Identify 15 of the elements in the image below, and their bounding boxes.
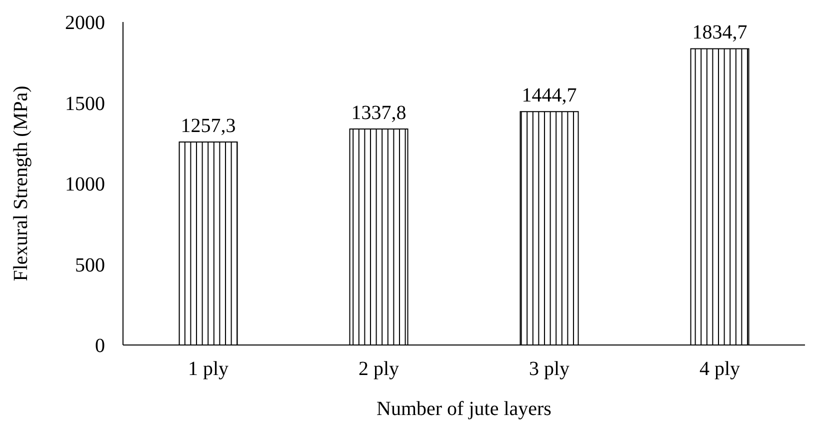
data-label: 1834,7 <box>692 22 748 44</box>
x-tick-label: 1 ply <box>188 358 229 380</box>
data-label: 1337,8 <box>351 102 406 124</box>
data-label: 1444,7 <box>522 84 577 107</box>
x-tick-label: 4 ply <box>699 358 740 380</box>
data-label: 1257,3 <box>180 114 236 137</box>
y-tick-label: 2000 <box>65 12 105 34</box>
x-tick-label: 2 ply <box>358 358 400 380</box>
y-tick-label: 1000 <box>65 174 105 196</box>
y-tick-label: 1500 <box>65 92 105 115</box>
y-tick-label: 500 <box>75 254 105 276</box>
x-axis-title: Number of jute layers <box>376 398 552 420</box>
y-tick-label: 0 <box>95 335 105 358</box>
y-axis-title: Flexural Strength (MPa) <box>10 86 32 282</box>
x-tick-label: 3 ply <box>528 358 570 380</box>
